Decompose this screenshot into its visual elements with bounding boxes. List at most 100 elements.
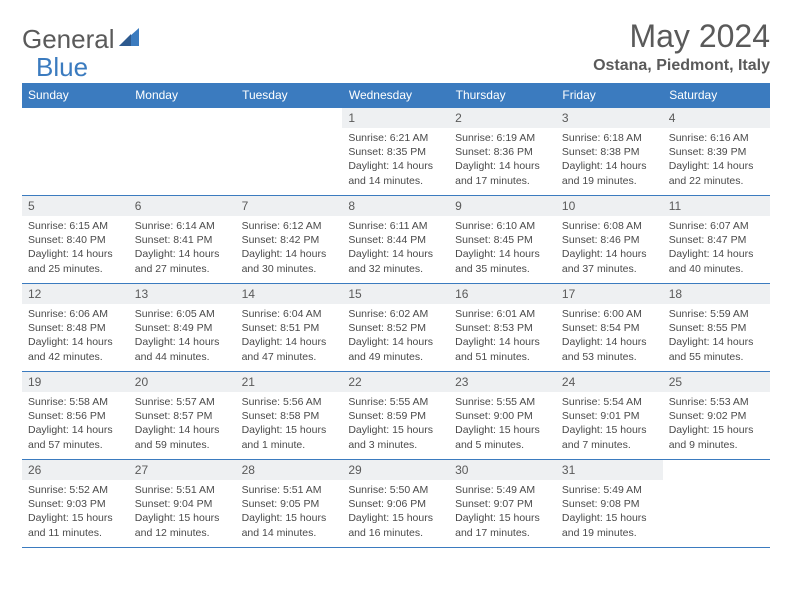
detail-line: Sunrise: 5:55 AM [455, 395, 550, 409]
day-details: Sunrise: 5:56 AMSunset: 8:58 PMDaylight:… [236, 392, 343, 458]
detail-line: Sunset: 8:55 PM [669, 321, 764, 335]
detail-line: Sunrise: 5:58 AM [28, 395, 123, 409]
calendar-cell: 1Sunrise: 6:21 AMSunset: 8:35 PMDaylight… [342, 108, 449, 196]
calendar-cell: 30Sunrise: 5:49 AMSunset: 9:07 PMDayligh… [449, 460, 556, 548]
detail-line: and 3 minutes. [348, 438, 443, 452]
detail-line: Sunset: 8:57 PM [135, 409, 230, 423]
detail-line: Sunset: 8:45 PM [455, 233, 550, 247]
detail-line: Sunrise: 6:02 AM [348, 307, 443, 321]
calendar-cell [129, 108, 236, 196]
detail-line: Daylight: 14 hours [669, 247, 764, 261]
detail-line: and 16 minutes. [348, 526, 443, 540]
day-header-row: Sunday Monday Tuesday Wednesday Thursday… [22, 83, 770, 108]
calendar-row: 1Sunrise: 6:21 AMSunset: 8:35 PMDaylight… [22, 108, 770, 196]
detail-line: Sunset: 8:56 PM [28, 409, 123, 423]
detail-line: Sunset: 8:48 PM [28, 321, 123, 335]
day-header: Wednesday [342, 83, 449, 108]
detail-line: Daylight: 14 hours [669, 159, 764, 173]
detail-line: Sunrise: 6:05 AM [135, 307, 230, 321]
detail-line: Sunrise: 6:18 AM [562, 131, 657, 145]
day-details: Sunrise: 6:00 AMSunset: 8:54 PMDaylight:… [556, 304, 663, 370]
day-number: 15 [342, 284, 449, 304]
day-number: 4 [663, 108, 770, 128]
detail-line: Daylight: 14 hours [562, 335, 657, 349]
day-number: 11 [663, 196, 770, 216]
day-details: Sunrise: 5:55 AMSunset: 9:00 PMDaylight:… [449, 392, 556, 458]
detail-line: and 42 minutes. [28, 350, 123, 364]
detail-line: Sunset: 8:41 PM [135, 233, 230, 247]
detail-line: Daylight: 15 hours [28, 511, 123, 525]
day-details: Sunrise: 5:55 AMSunset: 8:59 PMDaylight:… [342, 392, 449, 458]
day-details: Sunrise: 5:59 AMSunset: 8:55 PMDaylight:… [663, 304, 770, 370]
location-label: Ostana, Piedmont, Italy [593, 57, 770, 75]
detail-line: Sunset: 8:40 PM [28, 233, 123, 247]
detail-line: Sunrise: 6:12 AM [242, 219, 337, 233]
day-details: Sunrise: 6:18 AMSunset: 8:38 PMDaylight:… [556, 128, 663, 194]
day-details: Sunrise: 5:58 AMSunset: 8:56 PMDaylight:… [22, 392, 129, 458]
day-header: Sunday [22, 83, 129, 108]
detail-line: and 11 minutes. [28, 526, 123, 540]
detail-line: and 35 minutes. [455, 262, 550, 276]
detail-line: Daylight: 14 hours [135, 423, 230, 437]
detail-line: Sunset: 8:53 PM [455, 321, 550, 335]
detail-line: and 9 minutes. [669, 438, 764, 452]
detail-line: Daylight: 15 hours [348, 511, 443, 525]
day-number: 12 [22, 284, 129, 304]
calendar-cell: 15Sunrise: 6:02 AMSunset: 8:52 PMDayligh… [342, 284, 449, 372]
logo-sail-icon [117, 24, 141, 55]
detail-line: and 51 minutes. [455, 350, 550, 364]
detail-line: and 37 minutes. [562, 262, 657, 276]
calendar-cell: 14Sunrise: 6:04 AMSunset: 8:51 PMDayligh… [236, 284, 343, 372]
calendar-row: 19Sunrise: 5:58 AMSunset: 8:56 PMDayligh… [22, 372, 770, 460]
detail-line: Sunrise: 6:11 AM [348, 219, 443, 233]
calendar-cell [663, 460, 770, 548]
detail-line: and 30 minutes. [242, 262, 337, 276]
detail-line: Sunrise: 6:00 AM [562, 307, 657, 321]
detail-line: Daylight: 14 hours [455, 247, 550, 261]
detail-line: Sunrise: 5:57 AM [135, 395, 230, 409]
day-header: Friday [556, 83, 663, 108]
detail-line: Sunset: 8:42 PM [242, 233, 337, 247]
calendar-cell: 22Sunrise: 5:55 AMSunset: 8:59 PMDayligh… [342, 372, 449, 460]
detail-line: Daylight: 15 hours [242, 511, 337, 525]
calendar-cell: 27Sunrise: 5:51 AMSunset: 9:04 PMDayligh… [129, 460, 236, 548]
detail-line: Sunset: 8:54 PM [562, 321, 657, 335]
month-title: May 2024 [593, 18, 770, 55]
detail-line: Sunset: 8:52 PM [348, 321, 443, 335]
day-details: Sunrise: 5:54 AMSunset: 9:01 PMDaylight:… [556, 392, 663, 458]
calendar-cell: 11Sunrise: 6:07 AMSunset: 8:47 PMDayligh… [663, 196, 770, 284]
detail-line: Sunset: 9:07 PM [455, 497, 550, 511]
detail-line: and 5 minutes. [455, 438, 550, 452]
detail-line: and 19 minutes. [562, 526, 657, 540]
day-details: Sunrise: 6:12 AMSunset: 8:42 PMDaylight:… [236, 216, 343, 282]
day-number: 28 [236, 460, 343, 480]
detail-line: Daylight: 14 hours [455, 335, 550, 349]
detail-line: Sunset: 8:47 PM [669, 233, 764, 247]
calendar-cell: 28Sunrise: 5:51 AMSunset: 9:05 PMDayligh… [236, 460, 343, 548]
calendar-cell: 17Sunrise: 6:00 AMSunset: 8:54 PMDayligh… [556, 284, 663, 372]
detail-line: Sunrise: 6:10 AM [455, 219, 550, 233]
day-number: 10 [556, 196, 663, 216]
day-number: 2 [449, 108, 556, 128]
detail-line: Sunrise: 5:49 AM [455, 483, 550, 497]
detail-line: Daylight: 14 hours [242, 335, 337, 349]
detail-line: Daylight: 15 hours [455, 511, 550, 525]
calendar-cell: 3Sunrise: 6:18 AMSunset: 8:38 PMDaylight… [556, 108, 663, 196]
day-details: Sunrise: 5:51 AMSunset: 9:05 PMDaylight:… [236, 480, 343, 546]
detail-line: Daylight: 15 hours [242, 423, 337, 437]
detail-line: and 7 minutes. [562, 438, 657, 452]
detail-line: Sunrise: 5:51 AM [242, 483, 337, 497]
detail-line: Daylight: 14 hours [562, 159, 657, 173]
detail-line: Sunrise: 6:16 AM [669, 131, 764, 145]
day-details: Sunrise: 6:11 AMSunset: 8:44 PMDaylight:… [342, 216, 449, 282]
day-number: 14 [236, 284, 343, 304]
day-number: 3 [556, 108, 663, 128]
day-details: Sunrise: 6:19 AMSunset: 8:36 PMDaylight:… [449, 128, 556, 194]
day-number: 20 [129, 372, 236, 392]
detail-line: Sunset: 9:01 PM [562, 409, 657, 423]
detail-line: Daylight: 15 hours [455, 423, 550, 437]
day-details: Sunrise: 5:51 AMSunset: 9:04 PMDaylight:… [129, 480, 236, 546]
calendar-cell: 12Sunrise: 6:06 AMSunset: 8:48 PMDayligh… [22, 284, 129, 372]
detail-line: Sunset: 8:35 PM [348, 145, 443, 159]
detail-line: Sunset: 8:38 PM [562, 145, 657, 159]
